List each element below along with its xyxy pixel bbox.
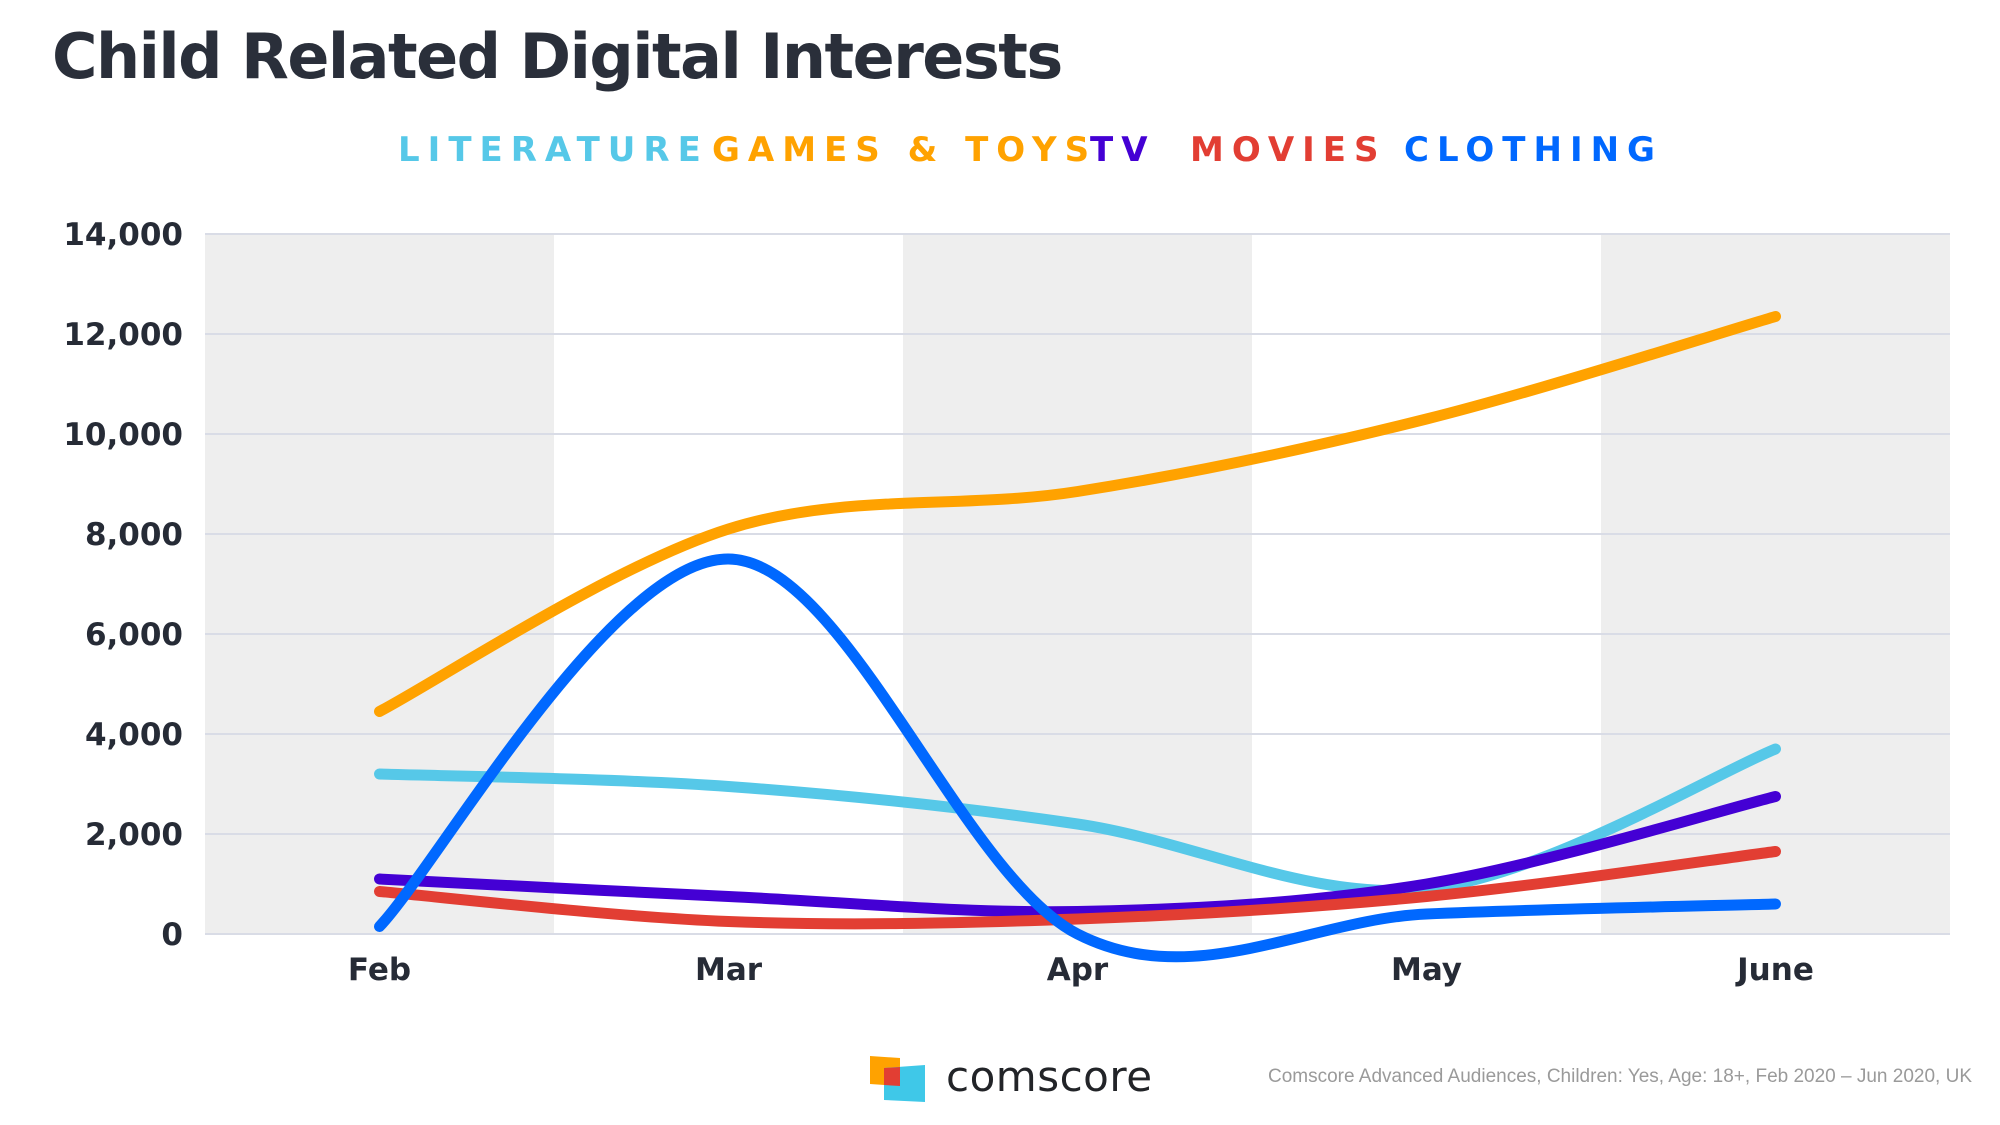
source-note: Comscore Advanced Audiences, Children: Y… xyxy=(1268,1066,1973,1087)
x-tick-label: June xyxy=(1735,952,1814,988)
line-chart: 02,0004,0006,0008,00010,00012,00014,000 … xyxy=(63,217,1950,988)
y-tick-label: 14,000 xyxy=(63,217,183,253)
x-tick-label: Apr xyxy=(1047,952,1109,988)
y-tick-label: 4,000 xyxy=(85,717,183,753)
series-line-games-toys xyxy=(374,311,1781,717)
x-axis: Feb Mar Apr May June xyxy=(348,952,1814,988)
category-band xyxy=(1252,234,1601,934)
comscore-wordmark: comscore xyxy=(946,1052,1153,1101)
series-line-movies xyxy=(374,846,1781,930)
y-axis: 0 2,000 4,000 6,000 8,000 10,000 12,000 14,000 xyxy=(63,217,183,953)
x-tick-label: Mar xyxy=(695,952,763,988)
legend-item-movies: MOVIES xyxy=(1190,130,1387,170)
y-tick-label: 8,000 xyxy=(85,517,183,553)
y-tick-label: 2,000 xyxy=(85,817,183,853)
legend-item-games-toys: GAMES & TOYS xyxy=(712,130,1098,170)
category-band xyxy=(205,234,554,934)
legend-item-literature: LITERATURE xyxy=(398,130,709,170)
legend-item-clothing: CLOTHING xyxy=(1404,130,1663,170)
chart-title: Child Related Digital Interests xyxy=(52,20,1063,93)
legend: LITERATURE GAMES & TOYS TV MOVIES CLOTHI… xyxy=(0,130,2000,180)
legend-item-tv: TV xyxy=(1090,130,1156,170)
series-lines xyxy=(374,311,1781,963)
y-tick-label: 12,000 xyxy=(63,317,183,353)
comscore-logo-icon xyxy=(870,1056,925,1102)
y-tick-label: 0 xyxy=(161,917,183,953)
series-line-tv xyxy=(374,791,1781,918)
x-tick-label: May xyxy=(1391,952,1462,988)
y-tick-label: 10,000 xyxy=(63,417,183,453)
series-line-clothing xyxy=(374,553,1781,963)
x-tick-label: Feb xyxy=(348,952,411,988)
y-tick-label: 6,000 xyxy=(85,617,183,653)
